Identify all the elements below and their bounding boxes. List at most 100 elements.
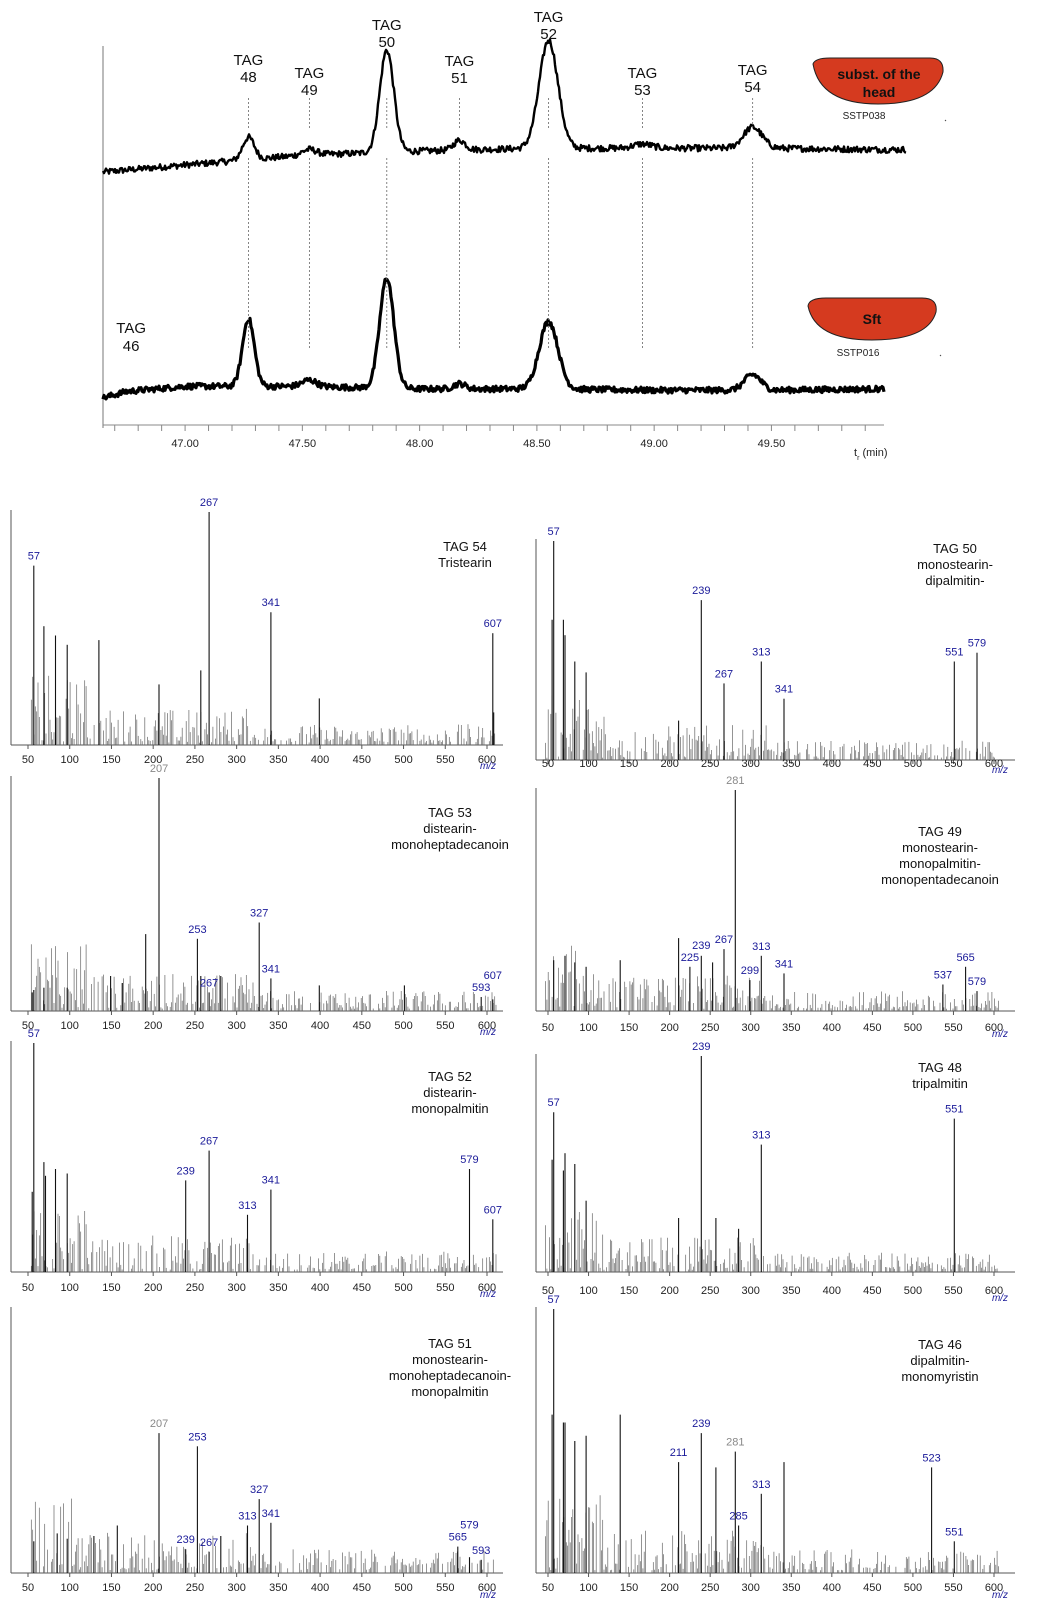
peak-annotation: 57 (548, 526, 560, 538)
x-tick-label: 600 (478, 1020, 496, 1032)
peak-annotation: 551 (945, 1526, 963, 1538)
peak-annotation: 579 (460, 1520, 478, 1532)
x-tick-label: 550 (436, 1282, 454, 1294)
x-tick-label: 550 (944, 1285, 962, 1297)
spectrum-subtitle: monostearin- (902, 840, 978, 855)
spectrum-subtitle: monopalmitin (411, 1384, 488, 1399)
peak-annotation: 281 (726, 775, 744, 787)
x-tick-label: 400 (823, 1582, 841, 1594)
x-tick-label: 450 (353, 1582, 371, 1594)
peak-annotation: 341 (262, 597, 280, 609)
peak-label-tag: TAG (116, 320, 146, 337)
x-tick-label: 450 (353, 754, 371, 766)
x-tick-label: 49.00 (640, 438, 668, 450)
x-tick-label: 300 (227, 1582, 245, 1594)
x-tick-label: 400 (823, 1022, 841, 1034)
x-tick-label: 350 (269, 1282, 287, 1294)
peak-annotation: 551 (945, 646, 963, 658)
peak-annotation: 579 (460, 1154, 478, 1166)
x-tick-label: 450 (353, 1282, 371, 1294)
x-tick-label: 50 (542, 758, 554, 770)
x-tick-label: 450 (863, 758, 881, 770)
spectrum-subtitle: monopentadecanoin (881, 872, 999, 887)
sample-badge-SSTP016 (807, 297, 937, 341)
x-tick-label: 250 (186, 754, 204, 766)
peak-annotation: 607 (484, 970, 502, 982)
x-tick-label: 400 (823, 758, 841, 770)
x-tick-label: 600 (985, 758, 1003, 770)
spectrum-subtitle: monopalmitin- (899, 856, 981, 871)
x-tick-label: 200 (144, 1020, 162, 1032)
spectrum-title: TAG 53 (428, 805, 472, 820)
x-tick-label: 500 (394, 1020, 412, 1032)
x-tick-label: 47.00 (171, 438, 199, 450)
peak-label-tag: TAG (445, 53, 475, 70)
peak-annotation: 57 (548, 1294, 560, 1306)
x-tick-label: 350 (782, 1582, 800, 1594)
spectrum-title: TAG 51 (428, 1336, 472, 1351)
peak-annotation: 239 (177, 1165, 195, 1177)
peak-annotation: 327 (250, 1484, 268, 1496)
x-tick-label: 550 (944, 1582, 962, 1594)
x-tick-label: 450 (863, 1582, 881, 1594)
x-tick-label: 100 (579, 1285, 597, 1297)
spectrum-subtitle: monoheptadecanoin (391, 837, 509, 852)
peak-annotation: 253 (188, 924, 206, 936)
x-tick-label: 550 (436, 1020, 454, 1032)
peak-label-number: 53 (634, 82, 651, 99)
x-tick-label: 50 (22, 1020, 34, 1032)
peak-annotation: 341 (262, 1508, 280, 1520)
peak-annotation: 565 (449, 1532, 467, 1544)
peak-annotation: 313 (752, 1130, 770, 1142)
x-axis-label: m/z (480, 1027, 496, 1038)
peak-annotation: 607 (484, 618, 502, 630)
spectrum-subtitle: tripalmitin (912, 1076, 968, 1091)
x-tick-label: 100 (579, 1022, 597, 1034)
peak-annotation: 341 (775, 958, 793, 970)
stray-mark (944, 119, 947, 122)
peak-label-number: 48 (240, 69, 257, 86)
x-tick-label: 350 (269, 754, 287, 766)
x-tick-label: 50 (22, 1282, 34, 1294)
peak-annotation: 239 (692, 1418, 710, 1430)
peak-annotation: 537 (934, 969, 952, 981)
spectrum-subtitle: monostearin- (917, 557, 993, 572)
peak-annotation: 57 (28, 551, 40, 563)
x-axis-label: tr (min) (854, 447, 888, 462)
x-tick-label: 600 (985, 1582, 1003, 1594)
peak-annotation: 267 (715, 668, 733, 680)
x-tick-label: 600 (478, 1582, 496, 1594)
peak-annotation: 313 (752, 1479, 770, 1491)
x-tick-label: 350 (782, 1022, 800, 1034)
peak-annotation: 239 (177, 1534, 195, 1546)
spectrum-subtitle: dipalmitin- (925, 573, 984, 588)
x-tick-label: 300 (742, 758, 760, 770)
x-tick-label: 300 (227, 1282, 245, 1294)
x-tick-label: 550 (944, 1022, 962, 1034)
x-tick-label: 150 (620, 1022, 638, 1034)
x-tick-label: 300 (227, 1020, 245, 1032)
peak-label-number: 50 (378, 34, 395, 51)
x-tick-label: 200 (660, 1582, 678, 1594)
sample-code-label: SSTP016 (837, 348, 880, 359)
x-tick-label: 200 (144, 754, 162, 766)
x-axis-label: m/z (480, 1289, 496, 1300)
peak-annotation: 57 (548, 1097, 560, 1109)
spectrum-tag-53: 50 100 150 200 250 300 350 400 450 500 550 600m/z20… (10, 763, 509, 1038)
peak-annotation: 565 (956, 952, 974, 964)
spectrum-title: TAG 52 (428, 1069, 472, 1084)
spectrum-title: TAG 49 (918, 824, 962, 839)
x-tick-label: 600 (478, 1282, 496, 1294)
x-tick-label: 500 (904, 1582, 922, 1594)
x-tick-label: 400 (823, 1285, 841, 1297)
x-tick-label: 600 (985, 1285, 1003, 1297)
x-tick-label: 400 (311, 1020, 329, 1032)
x-tick-label: 500 (904, 1285, 922, 1297)
x-tick-label: 150 (620, 1582, 638, 1594)
peak-annotation: 253 (188, 1431, 206, 1443)
peak-annotation: 607 (484, 1204, 502, 1216)
